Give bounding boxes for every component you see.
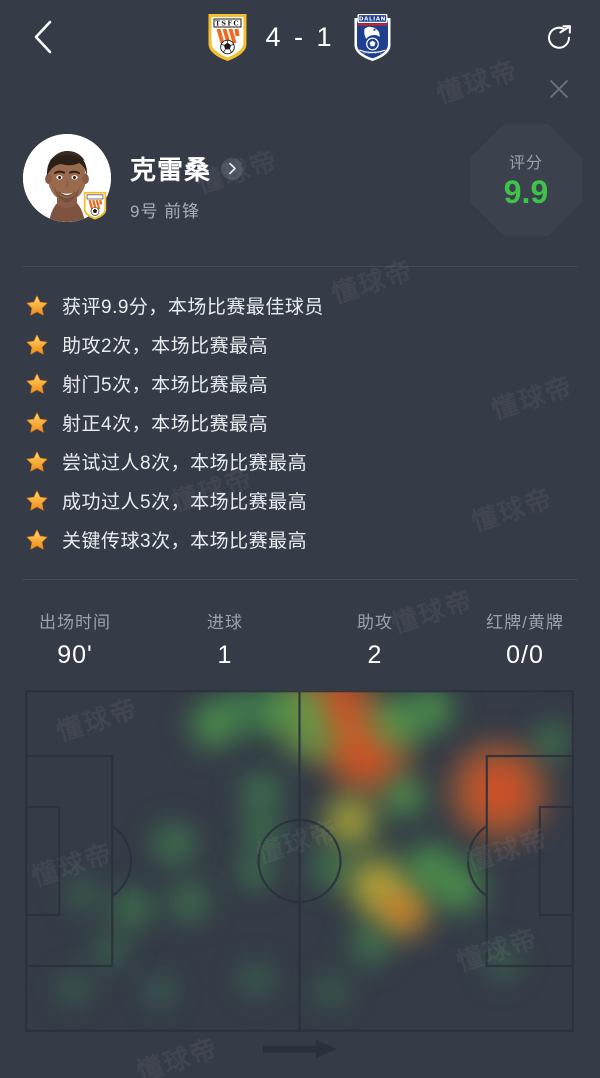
star-icon [26,451,48,472]
scoreline: TSFC 4 - 1 [205,8,394,66]
pitch-diagram [25,690,574,1032]
heatmap-section [0,686,600,1078]
stat-value: 0/0 [506,641,544,669]
heatmap-blob [308,967,357,1014]
heatmap-blob [229,846,282,897]
divider-stats [22,579,578,580]
star-icon [26,373,48,394]
list-item: 射正4次，本场比赛最高 [0,403,600,442]
top-bar: TSFC 4 - 1 [0,0,600,98]
star-icon [26,412,48,433]
achievement-text: 射正4次，本场比赛最高 [62,414,269,435]
stat-goals: 进球 1 [150,608,300,678]
achievement-text: 成功过人5次，本场比赛最高 [62,492,308,513]
list-item: 获评9.9分，本场比赛最佳球员 [0,286,600,325]
achievement-text: 关键传球3次，本场比赛最高 [62,531,308,552]
list-item: 成功过人5次，本场比赛最高 [0,481,600,520]
player-portrait [23,134,111,222]
pitch-lines-svg [25,690,574,1032]
achievement-text: 射门5次，本场比赛最高 [62,375,269,396]
player-name: 克雷桑 [130,155,212,185]
rating-value: 9.9 [503,174,549,210]
heatmap-blob [162,876,218,929]
list-item: 助攻2次，本场比赛最高 [0,325,600,364]
heatmap-blob [274,690,335,733]
rating-label: 评分 [508,155,543,172]
avatar[interactable] [23,134,111,222]
heatmap-blob [340,917,399,973]
back-button[interactable] [20,14,66,60]
heatmap-blob [57,871,108,920]
heatmap-blob [230,954,281,1003]
list-item: 关键传球3次，本场比赛最高 [0,520,600,559]
player-meta: 9号 前锋 [130,202,201,221]
achievement-text: 尝试过人8次，本场比赛最高 [62,453,308,474]
share-arrow-icon [548,25,571,49]
stat-label: 出场时间 [39,613,111,632]
achievement-text: 获评9.9分，本场比赛最佳球员 [62,297,324,318]
heatmap-blob [51,965,98,1010]
away-team-crest[interactable]: DALIAN DALIAN FC [351,11,395,63]
stat-label: 红牌/黄牌 [486,613,564,632]
svg-text:TSFC: TSFC [215,20,240,28]
stat-value: 1 [217,641,233,669]
heatmap-blob [144,814,205,873]
attack-direction-arrow [263,1040,337,1058]
stat-label: 助攻 [357,613,393,632]
stat-value: 2 [367,641,383,669]
star-icon [26,334,48,355]
list-item: 射门5次，本场比赛最高 [0,364,600,403]
divider-top [22,266,578,267]
close-x-icon [550,80,568,98]
chevron-right-icon [228,162,236,175]
player-header: 克雷桑 9号 前锋 评分 9.9 [0,124,600,250]
heatmap-blob [137,969,182,1012]
stat-assists: 助攻 2 [300,608,450,678]
player-detail-button[interactable] [221,157,244,180]
player-name-row[interactable]: 克雷桑 [130,150,244,187]
rating-badge: 评分 9.9 [470,124,582,236]
heatmap-blob [526,716,574,767]
summary-stats: 出场时间 90' 进球 1 助攻 2 红牌/黄牌 0/0 [0,608,600,678]
stat-label: 进球 [207,613,243,632]
svg-text:DALIAN FC: DALIAN FC [363,51,383,55]
achievement-list: 获评9.9分，本场比赛最佳球员 助攻2次，本场比赛最高 射门5次，本场比赛最高 … [0,286,600,559]
heatmap-blob [402,690,463,738]
stat-minutes-played: 出场时间 90' [0,608,150,678]
score-text: 4 - 1 [265,21,335,52]
stat-cards: 红牌/黄牌 0/0 [450,608,600,678]
star-icon [26,490,48,511]
heatmap-blob [181,691,247,757]
home-team-crest[interactable]: TSFC [205,11,249,63]
arrow-right-icon [263,1040,337,1058]
stat-value: 90' [57,641,93,669]
heatmap-canvas [25,690,574,1032]
star-icon [26,295,48,316]
share-button[interactable] [536,14,582,60]
achievement-text: 助攻2次，本场比赛最高 [62,336,269,357]
star-icon [26,529,48,550]
dalian-crest: DALIAN DALIAN FC [354,14,391,61]
close-button[interactable] [542,72,576,106]
heatmap-blob [423,855,494,922]
svg-text:DALIAN: DALIAN [359,16,386,22]
player-club-badge [82,190,108,221]
list-item: 尝试过人8次，本场比赛最高 [0,442,600,481]
tsfc-crest: TSFC [208,14,247,61]
chevron-left-icon [34,20,52,54]
tsfc-crest-small [83,191,107,220]
